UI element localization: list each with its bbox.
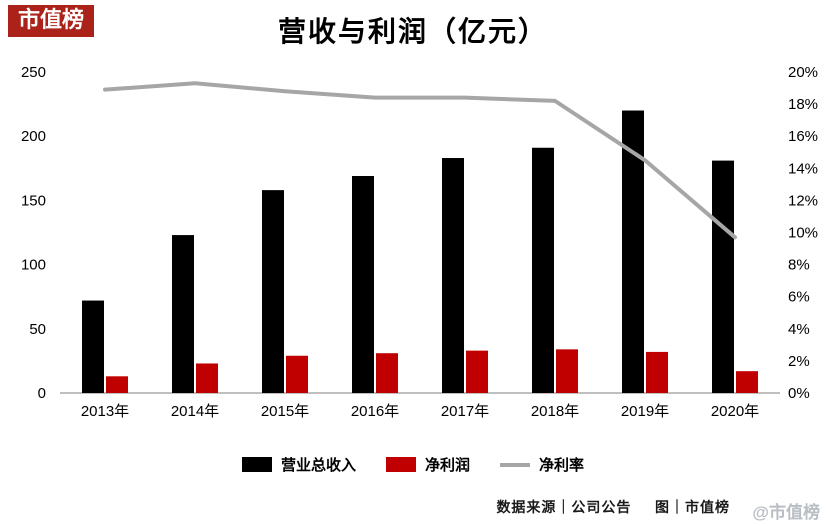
svg-text:200: 200	[21, 128, 46, 145]
svg-text:14%: 14%	[788, 160, 818, 177]
data-source-note: 数据来源｜公司公告 图｜市值榜	[496, 497, 730, 517]
svg-text:4%: 4%	[788, 321, 810, 338]
svg-text:2016年: 2016年	[351, 403, 399, 420]
profit-swatch-icon	[385, 457, 416, 472]
svg-text:0: 0	[38, 385, 46, 402]
legend-label-margin: 净利率	[539, 457, 585, 474]
svg-text:2015年: 2015年	[261, 403, 309, 420]
svg-text:2018年: 2018年	[531, 403, 579, 420]
legend-item-profit: 净利润	[385, 454, 470, 475]
legend-label-revenue: 营业总收入	[280, 457, 356, 474]
revenue-swatch-icon	[241, 457, 272, 472]
chart-legend: 营业总收入 净利润 净利率	[0, 454, 826, 475]
chart-plot: 0 50 100 150 200 250 0% 2% 4% 6% 8% 10% 12% 14% 16% 18%…	[21, 64, 818, 420]
svg-text:150: 150	[21, 192, 46, 209]
legend-label-profit: 净利润	[424, 457, 470, 474]
legend-item-revenue: 营业总收入	[241, 454, 356, 475]
chart-title: 营收与利润（亿元）	[277, 16, 548, 47]
margin-line-swatch-icon	[500, 462, 530, 467]
watermark: @市值榜	[752, 503, 820, 522]
credit-text: 图｜市值榜	[655, 499, 730, 515]
svg-text:250: 250	[21, 64, 46, 81]
svg-text:0%: 0%	[788, 385, 810, 402]
svg-text:12%: 12%	[788, 192, 818, 209]
svg-text:18%: 18%	[788, 96, 818, 113]
svg-text:10%: 10%	[788, 225, 818, 242]
svg-text:2013年: 2013年	[81, 403, 129, 420]
footer-spacer	[636, 499, 650, 515]
svg-text:100: 100	[21, 257, 46, 274]
svg-text:2014年: 2014年	[171, 403, 219, 420]
svg-text:6%: 6%	[788, 289, 810, 306]
svg-text:50: 50	[29, 321, 46, 338]
svg-text:2020年: 2020年	[711, 403, 759, 420]
source-text: 数据来源｜公司公告	[496, 499, 632, 515]
brand-badge: 市值榜	[8, 5, 95, 38]
legend-item-margin: 净利率	[500, 454, 584, 475]
svg-text:2019年: 2019年	[621, 403, 669, 420]
svg-text:2017年: 2017年	[441, 403, 489, 420]
svg-text:20%: 20%	[788, 64, 818, 81]
svg-text:8%: 8%	[788, 257, 810, 274]
svg-text:2%: 2%	[788, 353, 810, 370]
svg-text:16%: 16%	[788, 128, 818, 145]
